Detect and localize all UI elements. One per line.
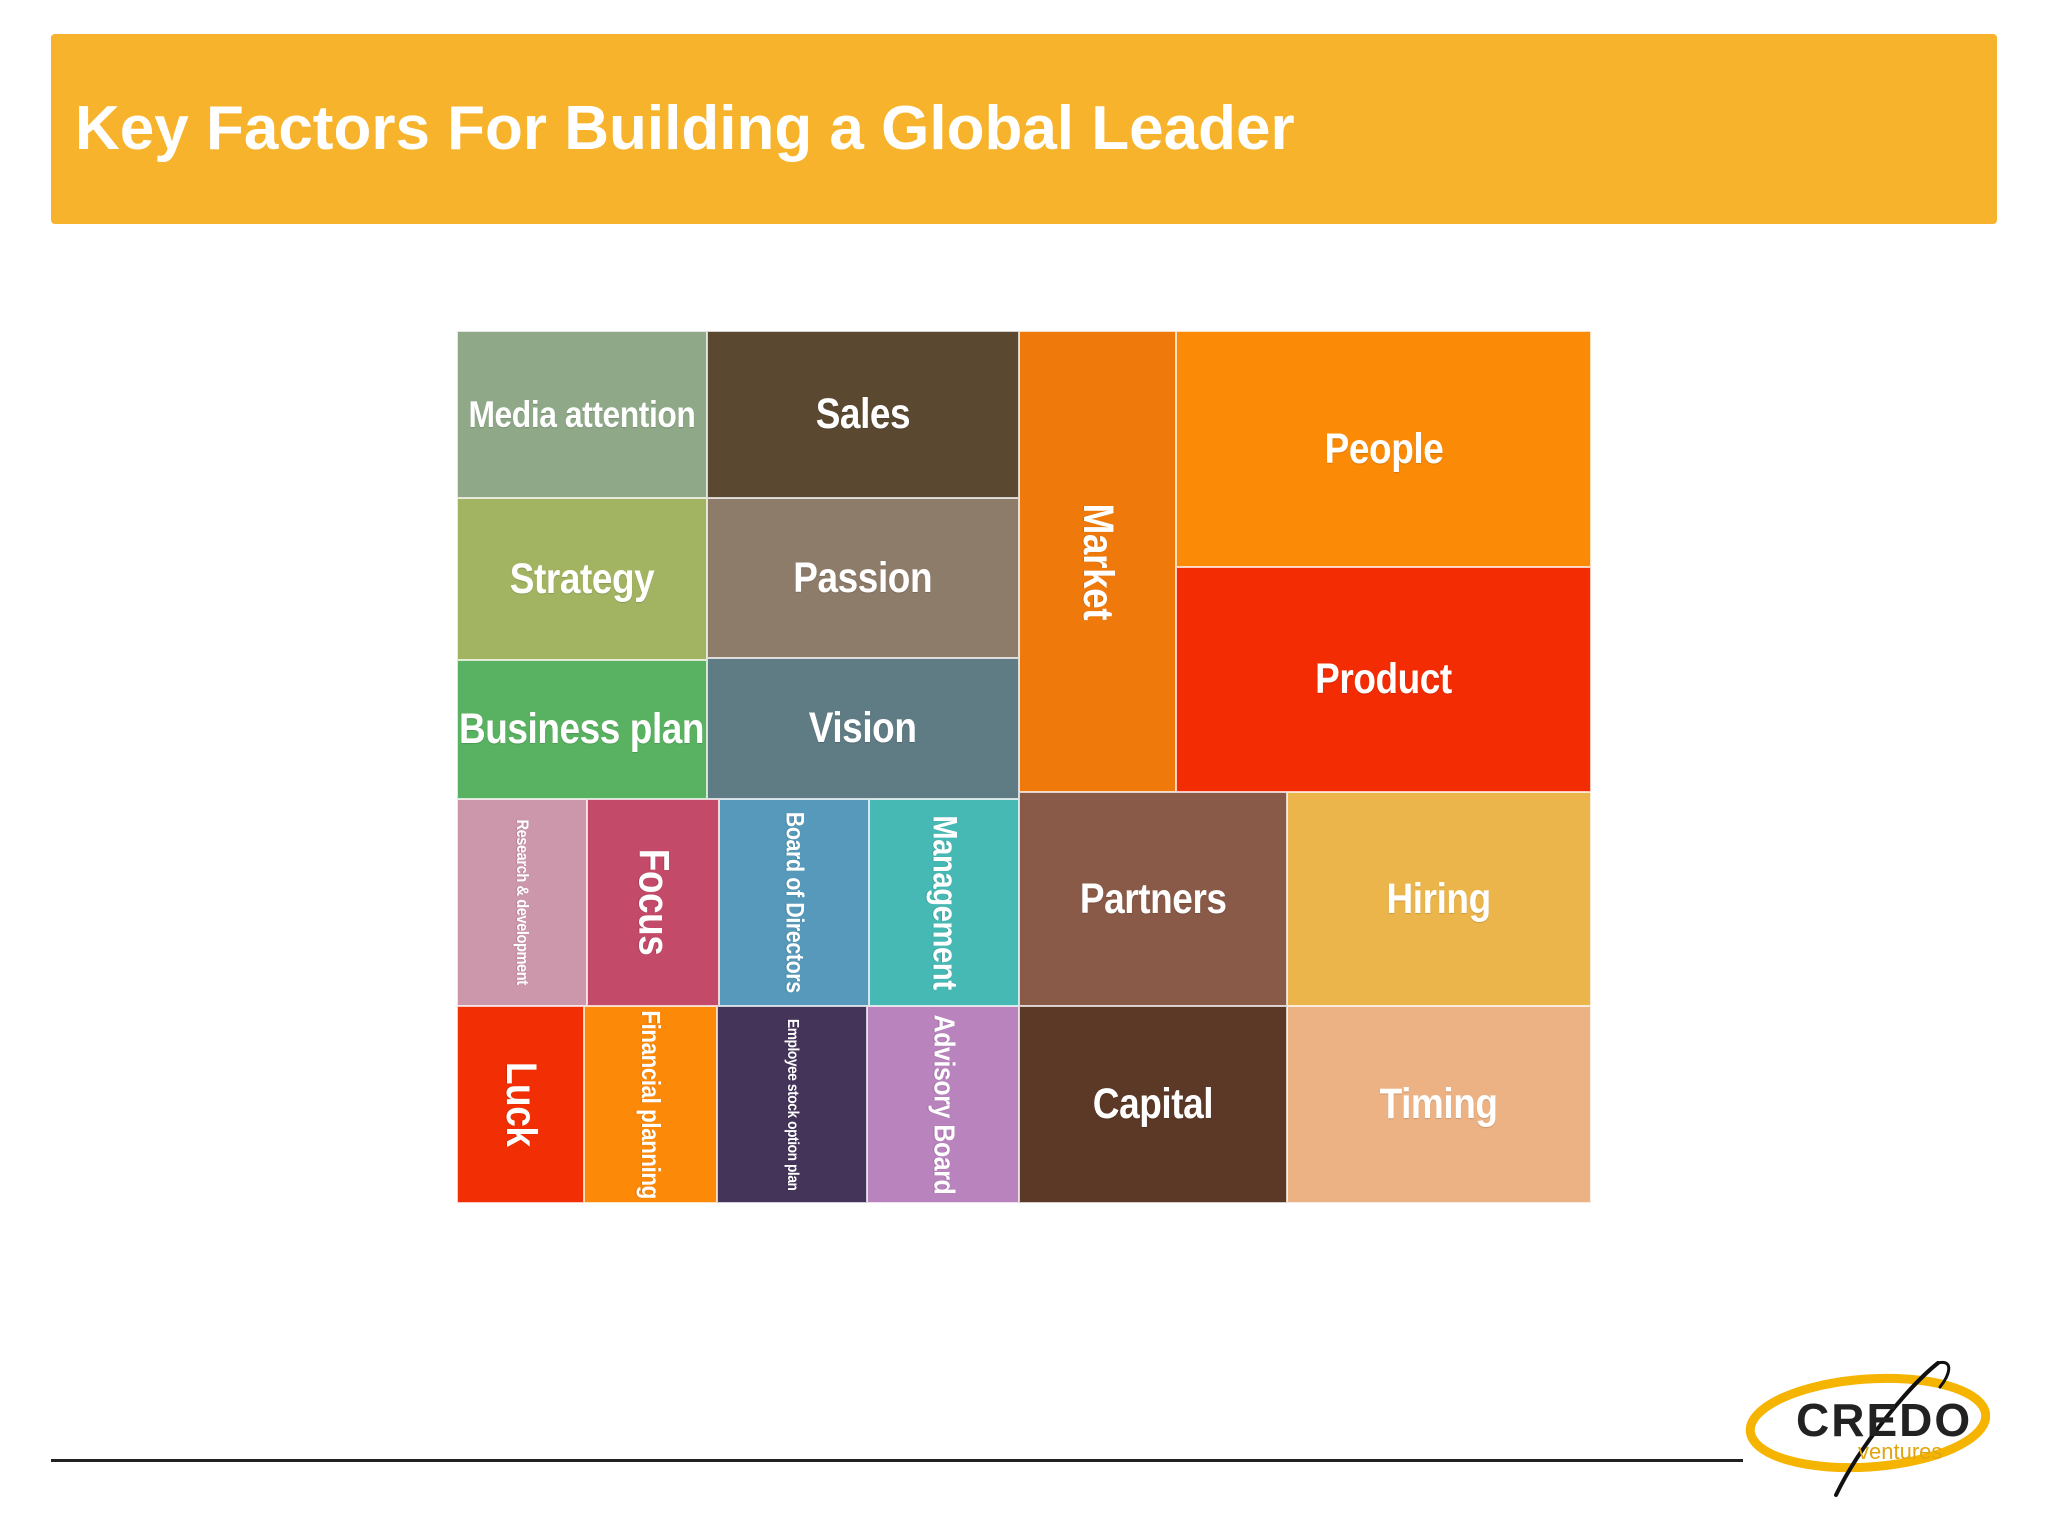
tile-label: Vision xyxy=(809,704,917,752)
tile-label: Management xyxy=(925,815,964,990)
tile-people: People xyxy=(1176,331,1591,567)
tile-label: Focus xyxy=(629,849,678,956)
tile-label: Luck xyxy=(497,1062,545,1147)
tile-label: Media attention xyxy=(468,393,696,435)
tile-market: Market xyxy=(1019,331,1176,792)
tile-employee-stock-option-plan: Employee stock option plan xyxy=(717,1006,867,1203)
tile-hiring: Hiring xyxy=(1287,792,1591,1006)
tile-vision: Vision xyxy=(707,658,1019,799)
tile-label: Timing xyxy=(1380,1080,1498,1128)
tile-label: Strategy xyxy=(509,554,655,603)
logo-subtitle: ventures xyxy=(1858,1439,1943,1464)
tile-label: Sales xyxy=(815,390,911,438)
tile-research-development: Research & development xyxy=(457,799,587,1006)
tile-label: People xyxy=(1324,424,1443,473)
credo-logo: CREDO ventures xyxy=(1740,1355,1990,1505)
tile-label: Business plan xyxy=(459,705,705,753)
tile-label: Advisory Board xyxy=(927,1014,960,1195)
tile-business-plan: Business plan xyxy=(457,660,707,799)
tile-label: Board of Directors xyxy=(780,811,809,994)
logo-swoosh-icon xyxy=(1745,1360,1990,1497)
tile-label: Capital xyxy=(1092,1080,1214,1128)
logo-name: CREDO xyxy=(1796,1394,1973,1446)
tile-label: Partners xyxy=(1079,874,1227,923)
tile-focus: Focus xyxy=(587,799,719,1006)
tile-label: Product xyxy=(1315,655,1452,703)
tile-label: Financial planning xyxy=(636,1010,666,1199)
tile-advisory-board: Advisory Board xyxy=(867,1006,1019,1203)
tile-label: Market xyxy=(1074,503,1122,620)
tile-label: Passion xyxy=(793,553,933,602)
tile-label: Employee stock option plan xyxy=(784,1018,801,1191)
tile-strategy: Strategy xyxy=(457,498,707,660)
tile-partners: Partners xyxy=(1019,792,1287,1006)
tile-timing: Timing xyxy=(1287,1006,1591,1203)
tile-sales: Sales xyxy=(707,331,1019,498)
tile-capital: Capital xyxy=(1019,1006,1287,1203)
footer-divider xyxy=(51,1459,1743,1462)
tile-luck: Luck xyxy=(457,1006,584,1203)
treemap: Media attention Sales Strategy Passion B… xyxy=(457,331,1591,1203)
slide-title: Key Factors For Building a Global Leader xyxy=(75,94,1295,163)
tile-product: Product xyxy=(1176,567,1591,792)
tile-management: Management xyxy=(869,799,1019,1006)
tile-media-attention: Media attention xyxy=(457,331,707,498)
tile-passion: Passion xyxy=(707,498,1019,658)
title-bar: Key Factors For Building a Global Leader xyxy=(51,34,1997,224)
tile-financial-planning: Financial planning xyxy=(584,1006,717,1203)
tile-board-of-directors: Board of Directors xyxy=(719,799,869,1006)
tile-label: Hiring xyxy=(1386,874,1492,923)
tile-label: Research & development xyxy=(513,819,532,986)
